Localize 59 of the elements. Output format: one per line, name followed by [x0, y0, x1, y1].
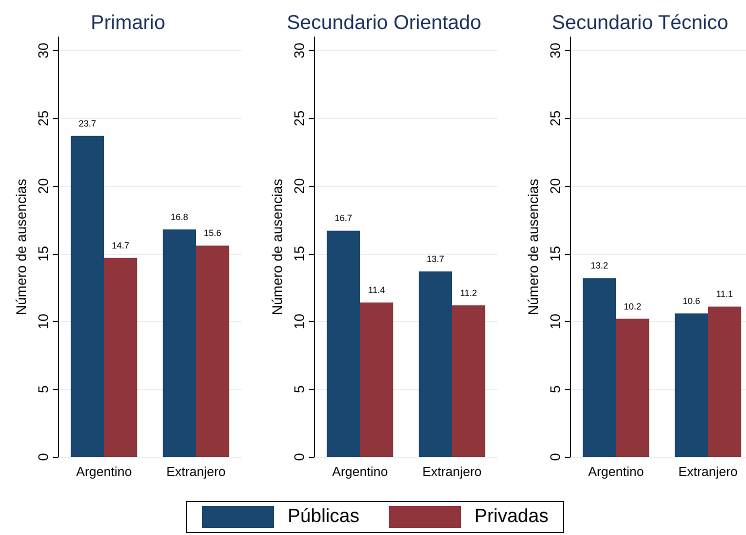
- x-tick-label: Extranjero: [678, 464, 738, 479]
- x-tick-label: Extranjero: [422, 464, 482, 479]
- chart-title: Secundario Orientado: [286, 12, 482, 34]
- y-tick-label: 30: [291, 42, 307, 58]
- bar: [360, 302, 394, 457]
- x-tick-label: Argentino: [76, 464, 132, 479]
- chart-title: Primario: [90, 12, 166, 34]
- y-tick-label: 0: [291, 452, 307, 461]
- y-tick-label: 0: [35, 452, 51, 461]
- y-tick-label: 15: [35, 246, 51, 262]
- bar: [162, 229, 196, 457]
- bar: [674, 313, 708, 457]
- x-tick-label: Extranjero: [166, 464, 226, 479]
- y-tick-label: 10: [291, 314, 307, 330]
- data-label: 16.8: [170, 212, 188, 222]
- y-tick-label: 15: [547, 246, 563, 262]
- data-label: 11.4: [368, 285, 385, 296]
- data-label: 14.7: [112, 240, 130, 250]
- data-label: 10.2: [624, 301, 642, 312]
- bar: [196, 246, 230, 457]
- data-label: 11.1: [716, 289, 733, 300]
- y-tick-label: 5: [547, 385, 563, 394]
- data-label: 23.7: [78, 118, 96, 128]
- data-label: 16.7: [334, 213, 352, 224]
- bar: [326, 230, 360, 457]
- legend-label: Privadas: [474, 506, 548, 528]
- bar: [582, 278, 616, 457]
- y-tick-label: 10: [35, 314, 51, 330]
- y-tick-label: 0: [547, 452, 563, 461]
- chart-title: Secundario Técnico: [552, 12, 728, 34]
- x-tick-label: Argentino: [588, 464, 644, 479]
- data-label: 10.6: [682, 296, 700, 306]
- bar: [616, 318, 650, 457]
- x-tick-label: Argentino: [332, 464, 388, 479]
- y-axis-title: Número de ausencias: [269, 178, 285, 316]
- legend-label: Públicas: [288, 506, 360, 528]
- y-axis-title: Número de ausencias: [13, 178, 29, 316]
- y-tick-label: 20: [547, 178, 563, 194]
- y-tick-label: 30: [35, 42, 51, 58]
- data-label: 11.2: [460, 288, 477, 298]
- y-tick-label: 25: [291, 110, 307, 126]
- y-tick-label: 20: [35, 178, 51, 194]
- bar: [70, 136, 104, 457]
- y-tick-label: 5: [35, 385, 51, 394]
- y-tick-label: 5: [291, 385, 307, 394]
- y-tick-label: 15: [291, 246, 307, 262]
- y-tick-label: 25: [547, 110, 563, 126]
- bar: [104, 258, 138, 457]
- data-label: 13.7: [426, 254, 444, 264]
- y-tick-label: 25: [35, 110, 51, 126]
- bar: [418, 271, 452, 457]
- data-label: 13.2: [590, 260, 608, 271]
- bar: [452, 305, 486, 457]
- y-tick-label: 10: [547, 314, 563, 330]
- y-tick-label: 20: [291, 178, 307, 194]
- y-tick-label: 30: [547, 42, 563, 58]
- bar: [708, 306, 742, 457]
- y-axis-title: Número de ausencias: [525, 178, 541, 316]
- data-label: 15.6: [204, 228, 222, 238]
